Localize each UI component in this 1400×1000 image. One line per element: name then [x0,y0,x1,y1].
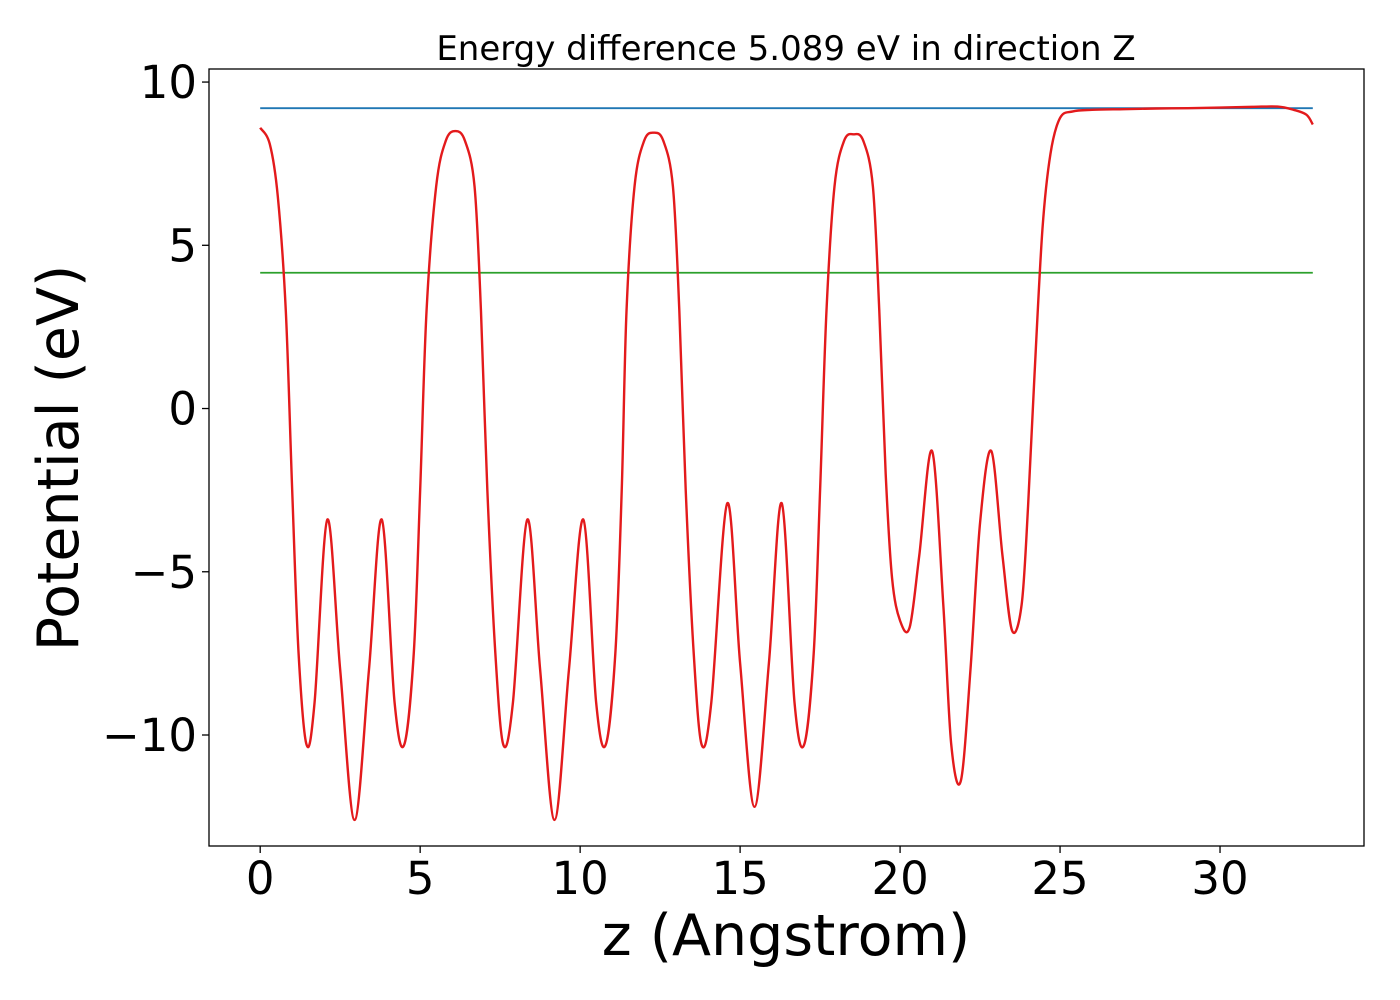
chart-title: Energy difference 5.089 eV in direction … [436,29,1135,69]
x-tick-label: 10 [552,852,609,905]
y-tick-label: −10 [102,709,197,762]
x-tick-label: 5 [406,852,435,905]
x-tick-label: 25 [1031,852,1088,905]
x-tick-label: 15 [711,852,768,905]
y-tick-label: −5 [131,546,197,599]
x-axis-label: z (Angstrom) [602,903,970,969]
plot-lines [259,105,1314,822]
plot-frame [208,68,1365,847]
y-tick-label: 5 [168,219,197,272]
x-tick-label: 30 [1191,852,1248,905]
x-tick-label: 20 [871,852,928,905]
axis-ticks: 0 5 10 15 20 25 30 10 5 0 −5 −10 [102,56,1249,905]
series-potential-line [259,105,1314,822]
y-axis-label: Potential (eV) [26,265,92,651]
x-tick-label: 0 [246,852,275,905]
y-tick-label: 10 [140,56,197,109]
y-tick-label: 0 [168,383,197,436]
